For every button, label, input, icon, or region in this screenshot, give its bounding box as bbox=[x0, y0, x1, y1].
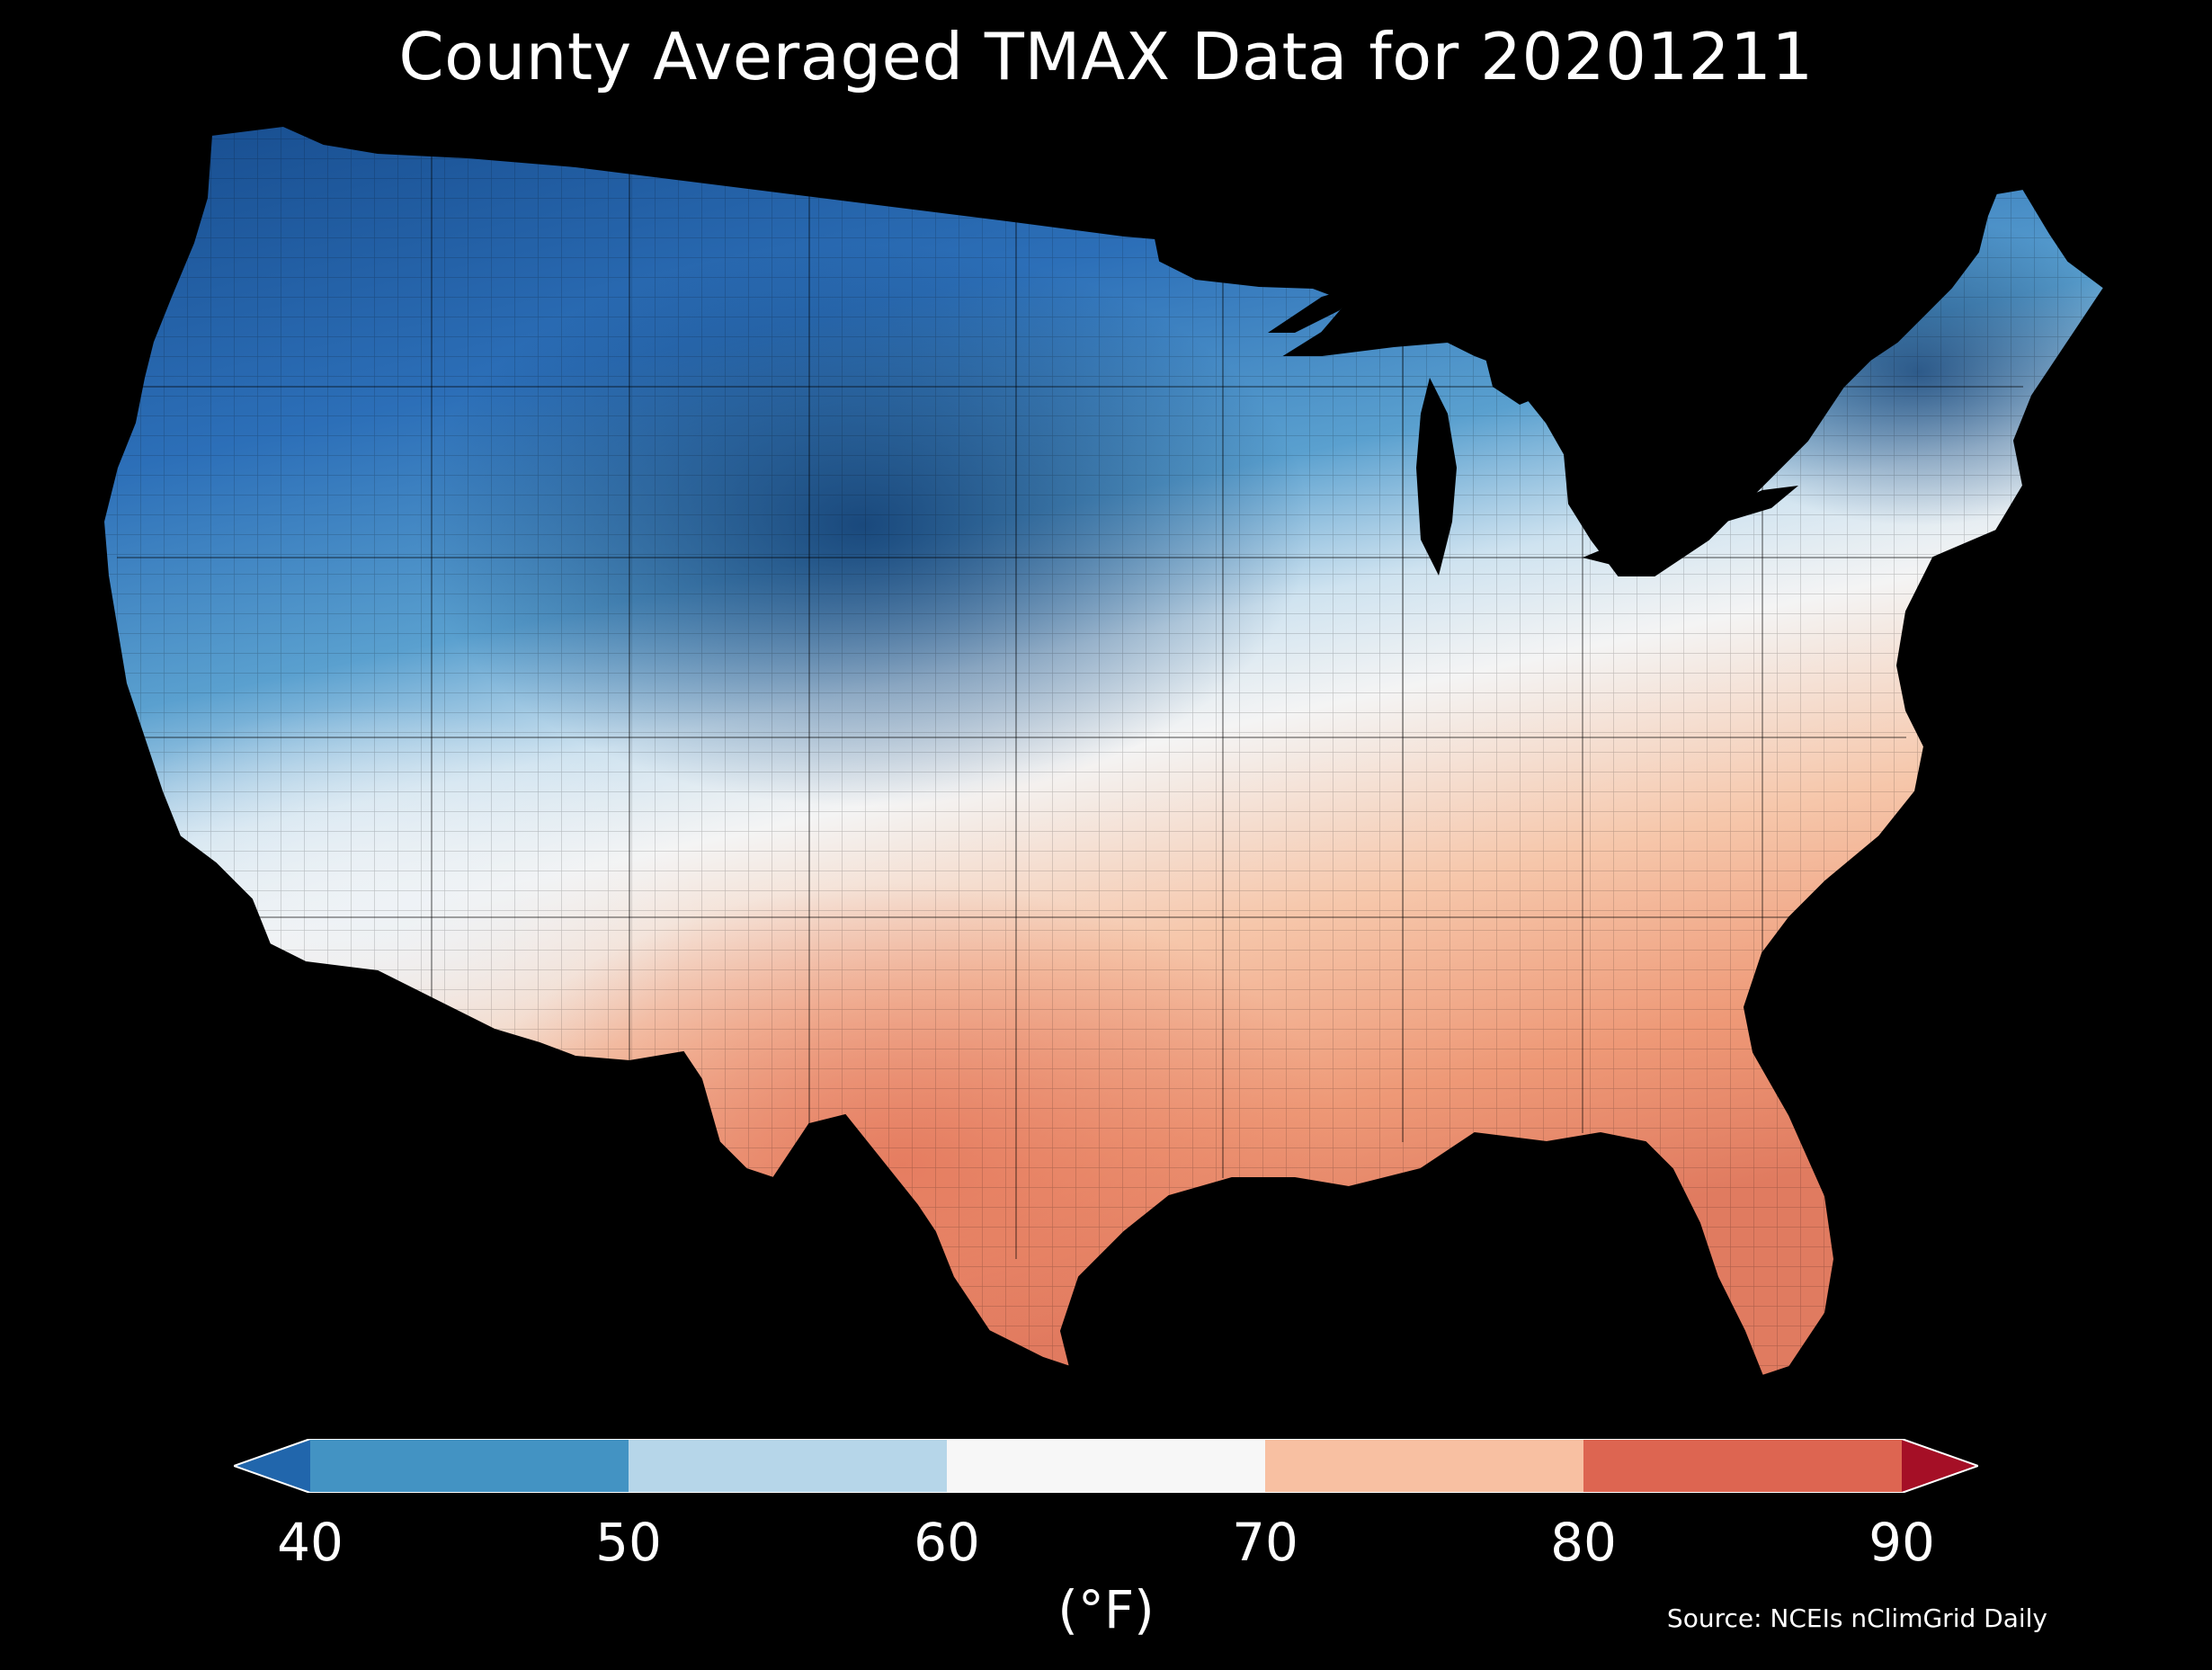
colorbar bbox=[234, 1439, 1978, 1493]
state-boundaries bbox=[117, 144, 2023, 1259]
us-counties-fill bbox=[103, 126, 2104, 1376]
colorbar-bin-50-60 bbox=[629, 1439, 948, 1493]
colorbar-tick-label: 50 bbox=[595, 1512, 662, 1573]
colorbar-bin-60-70 bbox=[947, 1439, 1266, 1493]
colorbar-tick-label: 80 bbox=[1550, 1512, 1617, 1573]
map-title: County Averaged TMAX Data for 20201211 bbox=[398, 19, 1814, 94]
colorbar-bin-80-90 bbox=[1583, 1439, 1903, 1493]
colorbar-tick-label: 90 bbox=[1869, 1512, 1935, 1573]
colorbar-tick-label: 40 bbox=[277, 1512, 343, 1573]
colorbar-bin-40-50 bbox=[310, 1439, 629, 1493]
colorbar-tick-label: 60 bbox=[914, 1512, 980, 1573]
colorbar-extend-high bbox=[1902, 1439, 1978, 1493]
colorbar-unit-label: (°F) bbox=[1057, 1579, 1155, 1640]
colorbar-extend-low bbox=[234, 1439, 310, 1493]
colorbar-bin-70-80 bbox=[1265, 1439, 1584, 1493]
source-credit: Source: NCEIs nClimGrid Daily bbox=[1666, 1603, 2047, 1633]
colorbar-tick-label: 70 bbox=[1232, 1512, 1298, 1573]
